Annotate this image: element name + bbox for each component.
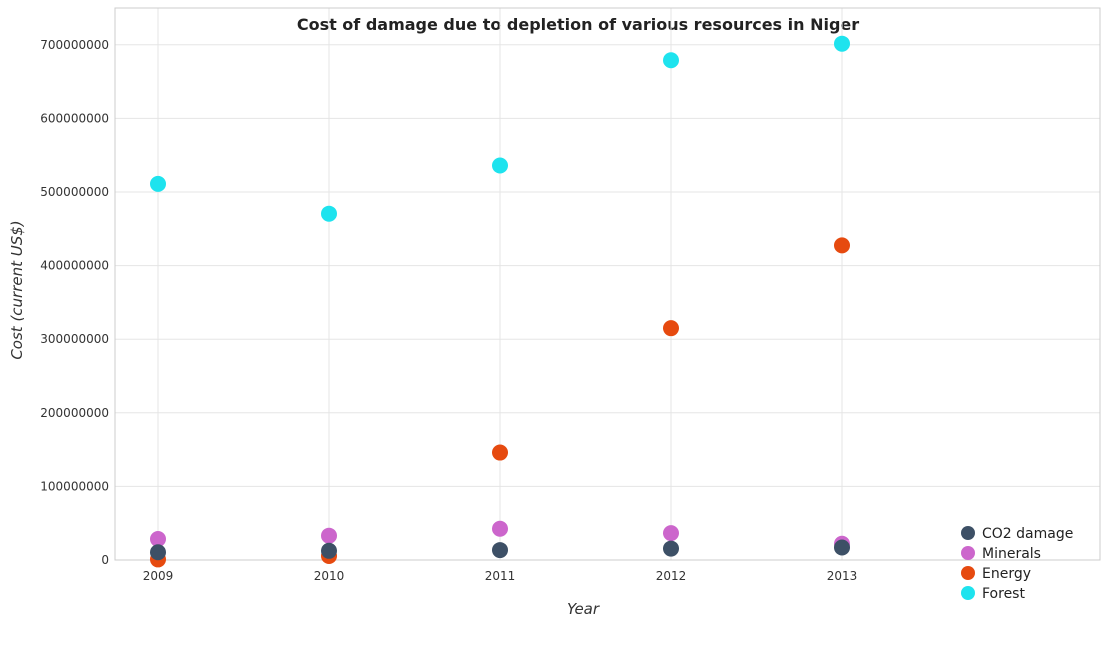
data-point-co2-damage	[834, 539, 850, 556]
x-tick-label: 2013	[827, 569, 858, 583]
y-tick-label: 500000000	[40, 185, 109, 199]
y-tick-label: 400000000	[40, 259, 109, 273]
data-point-co2-damage	[492, 542, 508, 559]
plot-frame	[114, 7, 1101, 561]
legend-label: Forest	[982, 586, 1025, 602]
data-point-forest	[663, 52, 679, 69]
legend-label: Minerals	[982, 546, 1041, 562]
legend-marker	[961, 586, 975, 600]
chart-title: Cost of damage due to depletion of vario…	[297, 15, 859, 34]
legend: CO2 damage Minerals Energy Forest	[961, 526, 1073, 602]
y-tick-label: 0	[101, 553, 109, 567]
y-tick-label: 700000000	[40, 38, 109, 52]
legend-label: CO2 damage	[982, 526, 1073, 542]
data-point-co2-damage	[150, 544, 166, 561]
y-axis-ticks: 0 100000000 200000000 300000000 400000000 500…	[40, 38, 109, 567]
data-point-energy	[492, 444, 508, 461]
y-axis-label: Cost (current US$)	[8, 220, 26, 359]
legend-marker	[961, 546, 975, 560]
y-tick-label: 100000000	[40, 479, 109, 493]
x-tick-label: 2010	[314, 569, 345, 583]
data-point-forest	[150, 175, 166, 192]
grid	[115, 8, 1100, 561]
y-tick-label: 300000000	[40, 332, 109, 346]
y-tick-label: 600000000	[40, 111, 109, 125]
data-point-minerals	[492, 520, 508, 537]
data-point-forest	[321, 205, 337, 222]
data-point-co2-damage	[663, 540, 679, 557]
x-tick-label: 2011	[485, 569, 516, 583]
data-point-minerals	[663, 525, 679, 542]
data-point-minerals	[321, 527, 337, 544]
data-point-energy	[663, 320, 679, 337]
x-tick-label: 2012	[656, 569, 687, 583]
data-point-forest	[834, 35, 850, 52]
data-point-forest	[492, 157, 508, 174]
x-axis-ticks: 2009 2010 2011 2012 2013	[143, 569, 858, 583]
data-point-minerals	[150, 531, 166, 548]
legend-marker	[961, 526, 975, 540]
data-point-co2-damage	[321, 542, 337, 559]
x-axis-label: Year	[567, 600, 600, 618]
y-tick-label: 200000000	[40, 406, 109, 420]
legend-label: Energy	[982, 566, 1031, 582]
x-tick-label: 2009	[143, 569, 174, 583]
series-points	[150, 35, 850, 568]
legend-marker	[961, 566, 975, 580]
data-point-energy	[834, 237, 850, 254]
